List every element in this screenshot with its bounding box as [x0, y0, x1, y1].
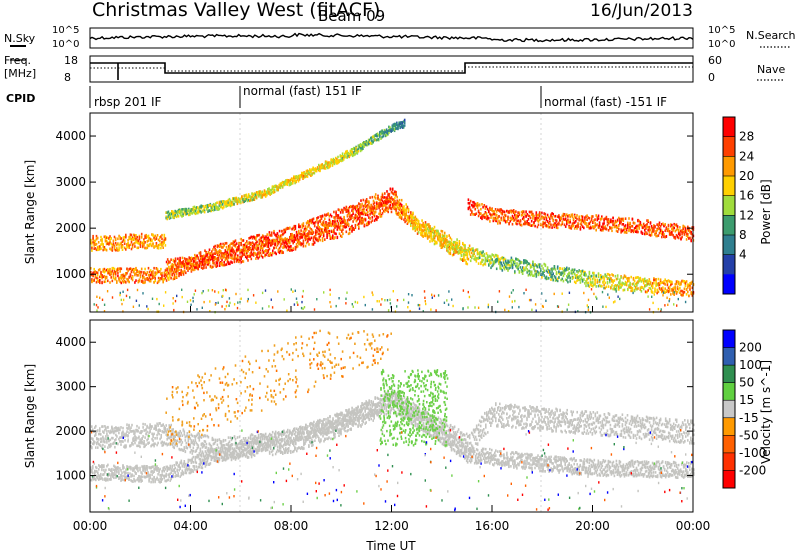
nsky-tick-low: 10^0: [52, 39, 79, 50]
velocity-colorbar-swatch: [723, 417, 735, 436]
cpid-segment-2: normal (fast) 151 IF: [243, 84, 362, 98]
nsky-tick-high: 10^5: [52, 25, 79, 36]
power-colorbar-tick: 8: [739, 228, 747, 242]
power-ytick-label: 2000: [55, 221, 86, 235]
freq-tick-high: 18: [64, 54, 78, 67]
time-xtick-label: 12:00: [374, 519, 409, 533]
power-colorbar-swatch: [723, 176, 735, 197]
power-colorbar-swatch: [723, 117, 735, 138]
velocity-xaxis: 00:00 04:00 08:00 12:00 16:00 20:00 00:00: [73, 306, 711, 533]
nave-tick-high: 60: [708, 54, 722, 67]
date-label: 16/Jun/2013: [590, 1, 693, 21]
velocity-colorbar-tick: -50: [739, 428, 759, 442]
power-ylabel: Slant Range [km]: [23, 160, 37, 264]
velocity-ytick-label: 4000: [55, 335, 86, 349]
velocity-colorbar-swatch: [723, 330, 735, 349]
time-xtick-label: 08:00: [274, 519, 309, 533]
velocity-yaxis: 1000 2000 3000 4000: [55, 335, 693, 483]
time-xtick-label: 16:00: [475, 519, 510, 533]
time-xtick-label: 04:00: [173, 519, 208, 533]
nave-tick-low: 0: [708, 71, 715, 84]
freq-unit-label: [MHz]: [4, 67, 36, 80]
velocity-panel: 1000 2000 3000 4000 00:00 04:00 08:00 12:00 16:…: [23, 306, 710, 553]
velocity-sparse-scatter: [90, 429, 693, 512]
velocity-colorbar-swatch: [723, 347, 735, 366]
nsky-trace: [89, 32, 694, 43]
velocity-colorbar-swatch: [723, 400, 735, 419]
power-colorbar-swatch: [723, 136, 735, 157]
power-panel: 1000 2000 3000 4000 Slant Range [km]: [23, 112, 695, 314]
velocity-colorbar-label: Velocity [m s^-1]: [759, 360, 773, 464]
power-colorbar-swatch: [723, 195, 735, 216]
cpid-label: CPID: [6, 92, 35, 105]
beam-label: Beam 09: [318, 7, 385, 25]
power-ytick-label: 3000: [55, 175, 86, 189]
freq-tick-low: 8: [64, 71, 71, 84]
power-colorbar-swatch: [723, 156, 735, 177]
velocity-colorbar-tick: 50: [739, 376, 754, 390]
nsky-label: N.Sky: [4, 32, 36, 45]
power-band-upper: [165, 118, 406, 221]
velocity-colorbar-label-text: Velocity [m s^-1]: [759, 360, 773, 464]
nsearch-tick-high: 10^5: [708, 25, 735, 36]
velocity-colorbar-swatch: [723, 470, 735, 489]
freq-panel: Freq. [MHz] 18 8 60 0 Nave: [4, 54, 785, 84]
velocity-colorbar-swatch: [723, 435, 735, 454]
time-xlabel: Time UT: [365, 539, 416, 553]
power-colorbar-tick: 4: [739, 248, 747, 262]
nsearch-tick-low: 10^0: [708, 39, 735, 50]
power-colorbar-label: Power [dB]: [759, 179, 773, 244]
power-ytick-label: 4000: [55, 129, 86, 143]
velocity-data-marks: [90, 329, 695, 512]
time-xtick-label: 00:00: [676, 519, 711, 533]
power-colorbar-swatch: [723, 254, 735, 275]
velocity-colorbar-tick: -100: [739, 446, 766, 460]
power-colorbar-swatch: [723, 215, 735, 236]
power-ytick-label: 1000: [55, 267, 86, 281]
freq-trace: [90, 62, 693, 80]
velocity-colorbar-tick: 200: [739, 341, 762, 355]
velocity-colorbar-swatch: [723, 365, 735, 384]
power-colorbar-tick: 20: [739, 169, 754, 183]
velocity-ylabel: Slant Range [km]: [23, 364, 37, 468]
velocity-colorbar-swatch: [723, 452, 735, 471]
time-xtick-label: 20:00: [575, 519, 610, 533]
power-yaxis: 1000 2000 3000 4000: [55, 129, 693, 281]
velocity-colorbar-swatch: [723, 382, 735, 401]
velocity-ytick-label: 3000: [55, 380, 86, 394]
cpid-row: CPID rbsp 201 IF normal (fast) 151 IF no…: [6, 84, 667, 109]
noise-panel: N.Sky 10^5 10^0 10^5 10^0 N.Search: [4, 25, 796, 50]
velocity-ytick-label: 1000: [55, 469, 86, 483]
nave-trace: [90, 66, 693, 72]
nsearch-label: N.Search: [746, 29, 796, 42]
station-title: Christmas Valley West (fitACF): [92, 0, 380, 21]
power-colorbar-swatch: [723, 274, 735, 295]
velocity-colorbar-tick: -200: [739, 463, 766, 477]
negative-velocity-scatter: [165, 329, 392, 445]
velocity-colorbar-tick: 100: [739, 358, 762, 372]
power-colorbar-tick: 12: [739, 208, 754, 222]
power-colorbar-tick: 24: [739, 149, 754, 163]
velocity-colorbar-tick: -15: [739, 411, 759, 425]
power-colorbar-swatch: [723, 235, 735, 256]
velocity-colorbar: 200 100 50 15 -15 -50 -100 -200 Velocity [m s^-…: [722, 329, 773, 489]
cpid-segment-3: normal (fast) -151 IF: [544, 95, 667, 109]
nave-label: Nave: [757, 63, 785, 76]
power-colorbar-tick: 16: [739, 189, 754, 203]
time-xtick-label: 00:00: [73, 519, 108, 533]
power-colorbar-tick: 28: [739, 130, 754, 144]
velocity-colorbar-tick: 15: [739, 393, 754, 407]
cpid-segment-1: rbsp 201 IF: [94, 95, 161, 109]
power-colorbar: 28 24 20 16 12 8 4 Power [dB]: [722, 116, 773, 295]
velocity-ytick-label: 2000: [55, 424, 86, 438]
